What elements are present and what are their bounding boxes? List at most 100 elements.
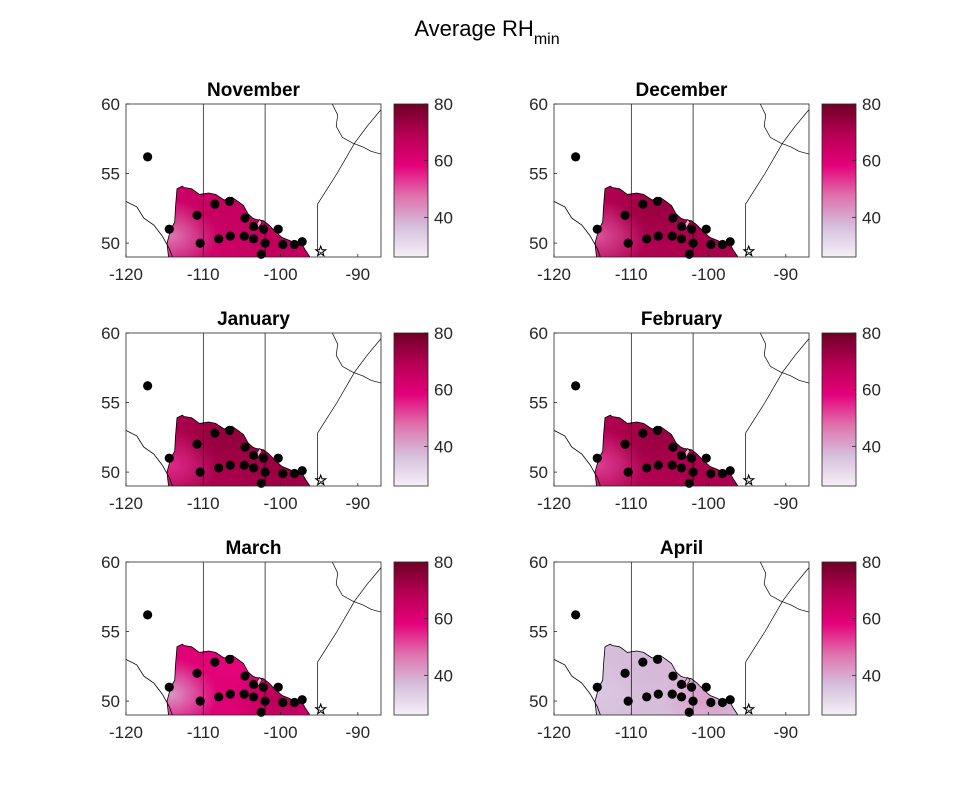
station-point [256, 478, 266, 488]
station-point [668, 442, 678, 452]
station-point [164, 682, 174, 692]
station-point [248, 692, 259, 702]
colorbar-tick-label: 80 [862, 95, 881, 114]
station-point [571, 152, 581, 162]
figure-title-main: Average RH [414, 16, 533, 41]
station-point [706, 239, 716, 250]
map-axes-frame [553, 103, 810, 258]
province-border [745, 567, 810, 663]
province-border [745, 338, 810, 434]
station-point [143, 381, 153, 391]
province-border [331, 103, 382, 155]
station-point [686, 224, 697, 234]
station-point [164, 224, 174, 234]
station-point [653, 460, 663, 470]
station-point [278, 468, 288, 479]
station-point [214, 234, 224, 244]
station-point [620, 439, 630, 449]
station-point [248, 234, 259, 244]
station-point [164, 453, 174, 463]
station-point [653, 689, 663, 699]
y-tick-label: 50 [101, 692, 120, 711]
station-point [258, 453, 269, 463]
station-point [725, 237, 735, 247]
station-point [260, 238, 270, 248]
province-border [759, 561, 810, 613]
station-point [210, 428, 220, 438]
x-tick-label: -120 [537, 723, 571, 742]
x-tick-label: -100 [692, 265, 726, 284]
map-axes-frame [125, 561, 382, 716]
station-point [224, 425, 235, 435]
region-outline [166, 414, 311, 487]
station-point [240, 671, 250, 681]
station-point [192, 210, 202, 220]
colorbar-tick-label: 40 [862, 437, 881, 456]
colorbar-tick-label: 40 [434, 437, 453, 456]
station-point [214, 692, 224, 702]
province-border [317, 338, 382, 434]
star-marker [742, 702, 756, 715]
station-point [688, 696, 698, 706]
star-marker [742, 244, 756, 257]
station-point [706, 697, 716, 708]
panel-title: December [636, 80, 728, 101]
station-point [195, 467, 205, 477]
station-point [240, 442, 250, 452]
station-point [638, 199, 648, 209]
station-point [676, 692, 687, 702]
colorbar-tick-label: 60 [862, 381, 881, 400]
station-point [195, 696, 205, 706]
y-tick-label: 50 [529, 234, 548, 253]
map-axes-frame [553, 561, 810, 716]
region-outline [594, 643, 739, 716]
panel-title: April [660, 538, 703, 559]
station-point [725, 695, 735, 705]
station-point [717, 239, 728, 250]
mountain-boundary [125, 430, 173, 487]
station-point [239, 231, 249, 241]
x-tick-label: -110 [187, 265, 220, 284]
x-tick-label: -110 [615, 265, 648, 284]
x-tick-label: -120 [109, 723, 143, 742]
station-point [701, 224, 711, 234]
station-point [667, 460, 677, 470]
star-marker [314, 473, 328, 486]
station-point [652, 425, 663, 435]
star-marker [314, 702, 328, 715]
station-point [686, 682, 697, 692]
province-border [331, 561, 382, 613]
station-point [620, 210, 630, 220]
colorbar-tick-label: 60 [434, 152, 453, 171]
province-border [759, 332, 810, 384]
mountain-boundary [125, 201, 173, 258]
station-point [676, 679, 687, 690]
map-panel-november: November -120 -110 -100 -90 50 55 60 40 60 80 [101, 80, 453, 284]
province-border [745, 109, 810, 205]
y-tick-label: 50 [101, 234, 120, 253]
y-tick-label: 60 [101, 553, 120, 572]
station-point [195, 238, 205, 248]
y-tick-label: 55 [101, 394, 120, 413]
colorbar [821, 103, 857, 258]
station-point [289, 468, 300, 479]
y-tick-label: 50 [529, 463, 548, 482]
map-panel-january: January -120 -110 -100 -90 50 55 60 40 60 80 [101, 309, 453, 513]
colorbar-tick-label: 80 [434, 553, 453, 572]
station-point [273, 453, 283, 463]
x-tick-label: -120 [109, 494, 143, 513]
y-tick-label: 55 [529, 623, 548, 642]
station-point [239, 689, 249, 699]
region-outline [594, 414, 739, 487]
star-marker [314, 244, 328, 257]
station-point [717, 697, 728, 708]
station-point [143, 610, 153, 620]
station-point [688, 467, 698, 477]
station-point [701, 453, 711, 463]
station-point [620, 668, 630, 678]
x-tick-label: -120 [537, 494, 571, 513]
station-point [248, 679, 259, 690]
station-point [623, 238, 633, 248]
y-tick-label: 60 [529, 553, 548, 572]
map-axes-frame [125, 103, 382, 258]
